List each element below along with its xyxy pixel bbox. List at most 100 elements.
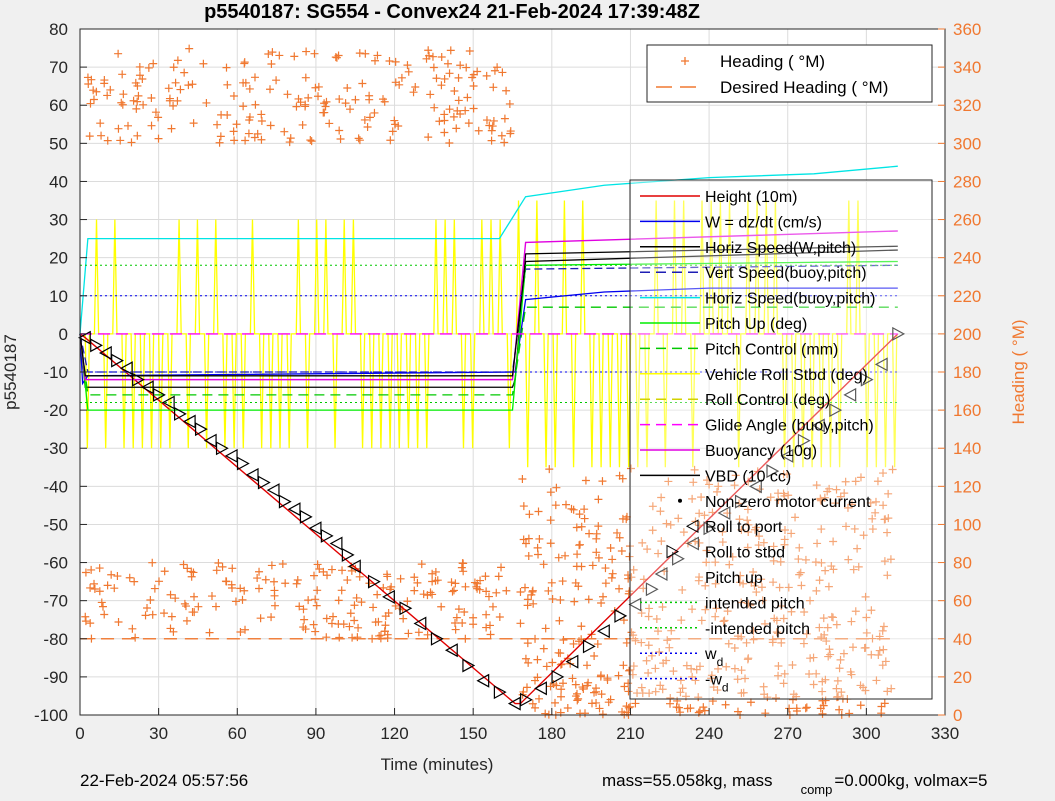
heading-point	[867, 650, 876, 659]
heading-point	[255, 567, 264, 576]
heading-point	[391, 601, 400, 610]
heading-point	[336, 135, 345, 144]
heading-point	[173, 56, 182, 65]
heading-point	[523, 639, 532, 648]
heading-point	[592, 534, 601, 543]
heading-point	[637, 609, 646, 618]
heading-point	[151, 108, 160, 117]
footer-mass: mass=55.058kg, mass comp =0.000kg, volmax=…	[602, 771, 987, 797]
heading-point	[445, 139, 454, 148]
heading-point	[524, 551, 533, 560]
heading-point	[461, 582, 470, 591]
heading-point	[240, 58, 249, 67]
heading-point	[557, 659, 566, 668]
heading-point	[358, 79, 367, 88]
heading-point	[139, 100, 148, 109]
heading-point	[355, 136, 364, 145]
heading-point	[216, 132, 225, 141]
roll-port-marker	[347, 559, 361, 574]
heading-point	[851, 477, 860, 486]
heading-point	[371, 56, 380, 65]
heading-point	[835, 705, 844, 714]
heading-point	[615, 471, 624, 480]
y-tick-label: 20	[49, 249, 68, 268]
heading-point	[474, 126, 483, 135]
heading-point	[718, 527, 727, 536]
roll-stbd-marker	[341, 547, 355, 562]
heading-point	[554, 553, 563, 562]
legend-main: Height (10m) W = dz/dt (cm/s) Horiz Speed(…	[629, 179, 933, 700]
heading-point	[299, 605, 308, 614]
heading-point	[154, 134, 163, 143]
heading-point	[422, 54, 431, 63]
heading-point	[116, 136, 125, 145]
heading-point	[703, 476, 712, 485]
heading-point	[760, 619, 769, 628]
heading-point	[488, 602, 497, 611]
heading-point	[428, 569, 437, 578]
heading-point	[465, 47, 474, 56]
heading-point	[488, 122, 497, 131]
heading-point	[164, 84, 173, 93]
heading-point	[754, 541, 763, 550]
heading-point	[489, 116, 498, 125]
heading-point	[607, 573, 616, 582]
heading-point	[539, 644, 548, 653]
y-tick-label: -50	[43, 515, 68, 534]
heading-point	[190, 608, 199, 617]
heading-point	[643, 545, 652, 554]
heading-point	[396, 574, 405, 583]
heading-point	[169, 101, 178, 110]
heading-point	[184, 81, 193, 90]
heading-point	[677, 616, 686, 625]
legend-main-label: Vert Speed(buoy,pitch)	[705, 265, 867, 282]
roll-port-marker	[476, 673, 490, 688]
heading-point	[343, 576, 352, 585]
series-pitch_up	[79, 260, 898, 411]
series-vbd	[79, 249, 898, 377]
heading-point	[691, 676, 700, 685]
heading-point	[883, 528, 892, 537]
heading-point	[587, 699, 596, 708]
heading-point	[428, 52, 437, 61]
heading-point	[784, 583, 793, 592]
heading-point	[304, 93, 313, 102]
heading-point	[666, 520, 675, 529]
heading-point	[525, 510, 534, 519]
roll-stbd-marker	[462, 658, 476, 673]
heading-point	[390, 116, 399, 125]
heading-point	[167, 124, 176, 133]
heading-point	[454, 605, 463, 614]
heading-point	[481, 572, 490, 581]
heading-point	[450, 86, 459, 95]
heading-point	[452, 613, 461, 622]
heading-point	[759, 538, 768, 547]
heading-point	[743, 505, 752, 514]
heading-point	[96, 119, 105, 128]
heading-point	[117, 98, 126, 107]
heading-point	[171, 78, 180, 87]
x-tick-label: 210	[616, 724, 644, 743]
heading-point	[312, 601, 321, 610]
roll-port-marker	[780, 448, 794, 463]
heading-point	[802, 703, 811, 712]
heading-point	[832, 693, 841, 702]
heading-point	[651, 687, 660, 696]
heading-point	[518, 474, 527, 483]
y-tick-label: -70	[43, 592, 68, 611]
heading-point	[334, 619, 343, 628]
heading-point	[391, 57, 400, 66]
heading-point	[310, 49, 319, 58]
heading-point	[846, 667, 855, 676]
legend-main-label: -intended pitch	[705, 621, 810, 638]
heading-point	[648, 526, 657, 535]
heading-point	[584, 595, 593, 604]
heading-point	[449, 112, 458, 121]
heading-point	[331, 53, 340, 62]
heading-point	[711, 558, 720, 567]
heading-point	[528, 699, 537, 708]
heading-point	[440, 74, 449, 83]
heading-point	[519, 535, 528, 544]
x-axis-label: Time (minutes)	[381, 755, 494, 774]
roll-stbd-marker	[367, 574, 381, 589]
